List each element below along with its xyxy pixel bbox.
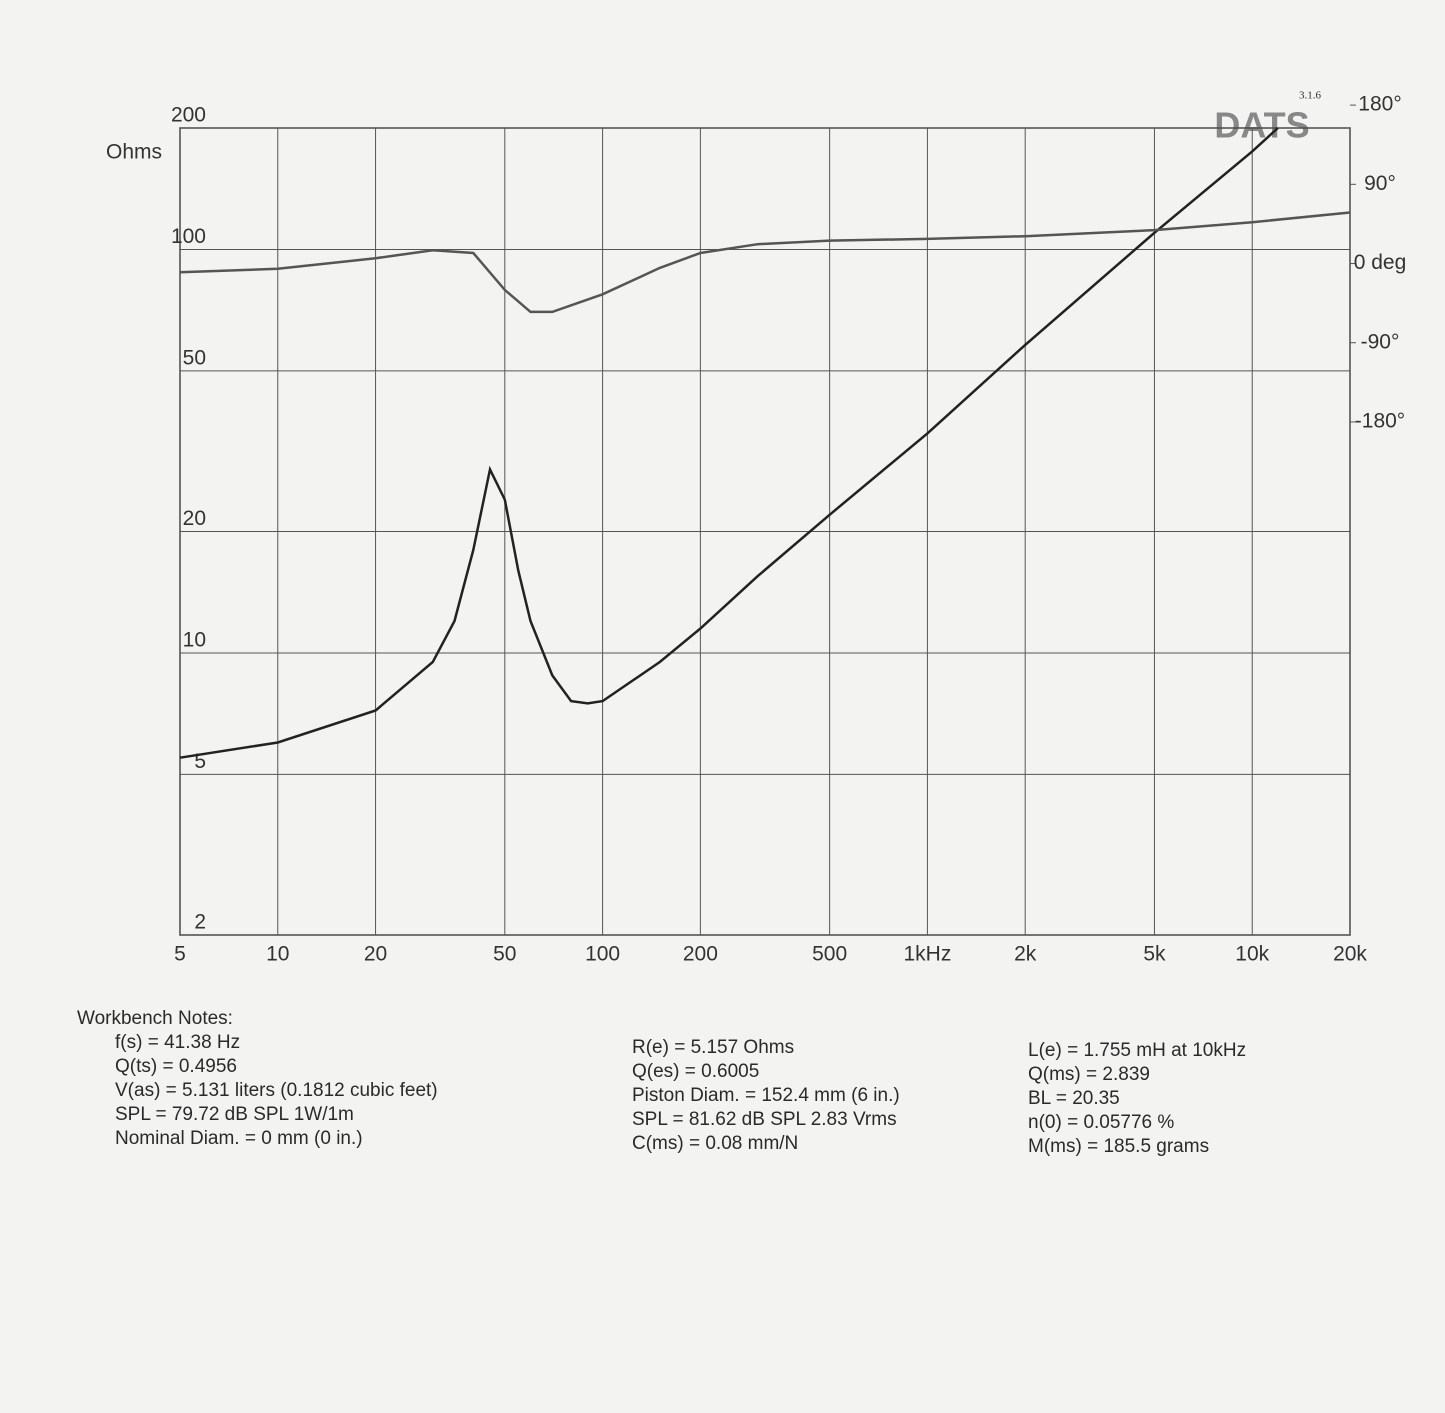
y2-tick-label: -180° <box>1355 409 1405 432</box>
y2-tick-label: 180° <box>1358 93 1401 116</box>
note-line: M(ms) = 185.5 grams <box>1028 1136 1209 1157</box>
note-line: L(e) = 1.755 mH at 10kHz <box>1028 1040 1246 1061</box>
note-line: BL = 20.35 <box>1028 1088 1120 1109</box>
note-line: Q(es) = 0.6005 <box>632 1061 759 1082</box>
brand: DATS <box>1214 105 1309 146</box>
y-tick-label: 10 <box>183 629 206 652</box>
y-tick-label: 100 <box>171 225 206 248</box>
y2-tick-label: 0 deg <box>1354 251 1407 274</box>
y2-tick-label: 90° <box>1364 172 1396 195</box>
x-tick-label: 20k <box>1333 943 1367 966</box>
note-line: C(ms) = 0.08 mm/N <box>632 1133 798 1154</box>
series-line <box>179 211 1351 314</box>
note-line: f(s) = 41.38 Hz <box>115 1032 240 1053</box>
note-line: Piston Diam. = 152.4 mm (6 in.) <box>632 1085 900 1106</box>
notes-heading: Workbench Notes: <box>77 1008 233 1029</box>
y-tick-label: 5 <box>194 750 206 773</box>
x-tick-label: 10k <box>1235 943 1269 966</box>
note-line: n(0) = 0.05776 % <box>1028 1112 1174 1133</box>
series-line <box>179 127 1279 759</box>
x-tick-label: 20 <box>364 943 387 966</box>
y2-tick-label: -90° <box>1361 330 1400 353</box>
x-tick-label: 100 <box>585 943 620 966</box>
note-line: Nominal Diam. = 0 mm (0 in.) <box>115 1128 363 1149</box>
note-line: SPL = 79.72 dB SPL 1W/1m <box>115 1104 354 1125</box>
x-tick-label: 10 <box>266 943 289 966</box>
note-line: SPL = 81.62 dB SPL 2.83 Vrms <box>632 1109 897 1130</box>
version: 3.1.6 <box>1299 90 1322 102</box>
y-tick-label: 200 <box>171 104 206 127</box>
note-line: Q(ms) = 2.839 <box>1028 1064 1150 1085</box>
x-tick-label: 5 <box>174 943 186 966</box>
x-tick-label: 500 <box>812 943 847 966</box>
x-tick-label: 1kHz <box>903 943 951 966</box>
x-tick-label: 2k <box>1014 943 1037 966</box>
note-line: Q(ts) = 0.4956 <box>115 1056 237 1077</box>
y-tick-label: 50 <box>183 346 206 369</box>
note-line: V(as) = 5.131 liters (0.1812 cubic feet) <box>115 1080 438 1101</box>
y-axis-label: Ohms <box>106 141 162 164</box>
y-tick-label: 2 <box>194 911 206 934</box>
note-line: R(e) = 5.157 Ohms <box>632 1037 794 1058</box>
x-tick-label: 200 <box>683 943 718 966</box>
x-tick-label: 50 <box>493 943 516 966</box>
y-tick-label: 20 <box>183 507 206 530</box>
x-tick-label: 5k <box>1143 943 1166 966</box>
